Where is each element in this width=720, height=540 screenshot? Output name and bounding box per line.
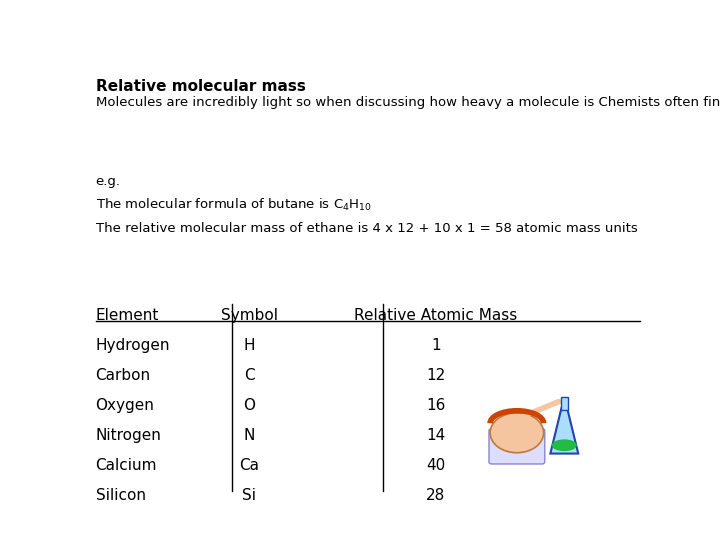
Text: Calcium: Calcium — [96, 458, 157, 472]
Ellipse shape — [552, 440, 576, 450]
Text: Molecules are incredibly light so when discussing how heavy a molecule is Chemis: Molecules are incredibly light so when d… — [96, 96, 720, 109]
Text: O: O — [243, 398, 255, 413]
Text: 14: 14 — [426, 428, 446, 443]
Text: C: C — [243, 368, 254, 383]
Text: 1: 1 — [431, 338, 441, 353]
Bar — [561, 397, 567, 410]
Text: e.g.: e.g. — [96, 175, 120, 188]
Text: N: N — [243, 428, 255, 443]
Text: Si: Si — [242, 488, 256, 503]
Text: Oxygen: Oxygen — [96, 398, 155, 413]
Text: 28: 28 — [426, 488, 446, 503]
FancyBboxPatch shape — [489, 429, 545, 464]
Text: H: H — [243, 338, 255, 353]
Text: Ca: Ca — [239, 458, 259, 472]
Text: Element: Element — [96, 308, 159, 323]
Text: Hydrogen: Hydrogen — [96, 338, 170, 353]
Text: Relative molecular mass: Relative molecular mass — [96, 79, 305, 94]
Text: Nitrogen: Nitrogen — [96, 428, 161, 443]
Text: 16: 16 — [426, 398, 446, 413]
Text: Carbon: Carbon — [96, 368, 150, 383]
Text: Relative Atomic Mass: Relative Atomic Mass — [354, 308, 518, 323]
Text: The molecular formula of butane is $\mathregular{C_4H_{10}}$: The molecular formula of butane is $\mat… — [96, 197, 372, 213]
Circle shape — [490, 413, 544, 453]
Text: 12: 12 — [426, 368, 446, 383]
Text: The relative molecular mass of ethane is 4 x 12 + 10 x 1 = 58 atomic mass units: The relative molecular mass of ethane is… — [96, 221, 637, 234]
Text: Symbol: Symbol — [220, 308, 277, 323]
Polygon shape — [550, 408, 578, 454]
Text: Silicon: Silicon — [96, 488, 145, 503]
Text: 40: 40 — [426, 458, 446, 472]
